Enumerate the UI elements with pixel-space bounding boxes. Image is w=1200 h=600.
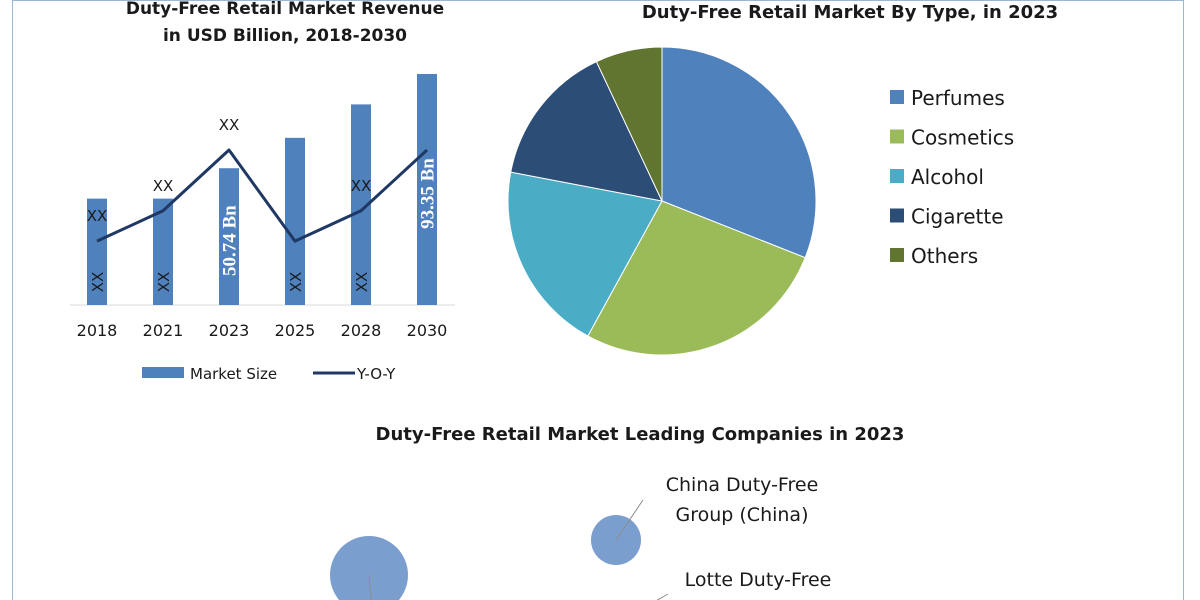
bar-chart-title-line1: Duty-Free Retail Market Revenue <box>125 0 445 19</box>
market-size-bar <box>219 168 239 305</box>
bar-value-label: 50.74 Bn <box>220 205 241 276</box>
figure-frame <box>12 0 1184 600</box>
pie-legend-label: Alcohol <box>911 165 984 189</box>
company-leader-line <box>656 593 669 600</box>
pie-slice <box>507 171 663 337</box>
legend-market-size-swatch <box>142 367 184 378</box>
company-label-line1: Lotte Duty-Free <box>685 569 832 591</box>
x-tick-label: 2018 <box>77 321 118 340</box>
bar-value-label: XX <box>89 272 107 293</box>
bar-chart-title-line2: in USD Billion, 2018-2030 <box>162 26 408 46</box>
yoy-line <box>96 148 429 243</box>
bar-value-label: XX <box>155 272 173 293</box>
pie-legend-label: Cosmetics <box>911 126 1014 150</box>
pie-slice <box>661 46 817 259</box>
pie-chart-title: Duty-Free Retail Market By Type, in 2023 <box>641 2 1059 23</box>
x-tick-label: 2021 <box>143 321 184 340</box>
pie-slice <box>587 200 806 356</box>
legend-market-size-label: Market Size <box>190 365 277 383</box>
x-tick-label: 2025 <box>275 321 316 340</box>
pie-legend-label: Others <box>911 244 978 268</box>
market-size-bar <box>87 198 107 305</box>
pie-legend-swatch <box>890 90 904 104</box>
bar-value-label: XX <box>353 272 371 293</box>
company-bubble <box>330 536 408 600</box>
company-label-line1: China Duty-Free <box>666 474 819 496</box>
pie-legend-label: Perfumes <box>911 86 1005 110</box>
bar-value-label: XX <box>287 272 305 293</box>
company-label-line2: Group (China) <box>676 504 809 526</box>
market-size-bar <box>351 104 371 305</box>
x-tick-label: 2028 <box>341 321 382 340</box>
yoy-point-label: XX <box>219 116 240 134</box>
bar-value-label: 93.35 Bn <box>418 158 439 229</box>
company-leader-line <box>368 574 372 600</box>
companies-chart-title: Duty-Free Retail Market Leading Companie… <box>375 424 905 445</box>
x-tick-label: 2023 <box>209 321 250 340</box>
x-tick-label: 2030 <box>407 321 448 340</box>
pie-legend-swatch <box>890 208 904 223</box>
pie-legend-swatch <box>890 248 904 262</box>
yoy-point-label: XX <box>351 177 372 195</box>
bar-chart-title: Duty-Free Retail Market Revenue in USD B… <box>85 0 485 50</box>
pie-slice <box>595 46 663 202</box>
pie-slice <box>510 60 663 202</box>
market-size-bar <box>153 198 173 305</box>
market-size-bar <box>417 74 437 305</box>
company-leader-line <box>615 499 644 541</box>
pie-legend-swatch <box>890 169 904 183</box>
pie-legend-label: Cigarette <box>911 205 1004 229</box>
yoy-point-label: XX <box>153 177 174 195</box>
market-size-bar <box>285 137 305 305</box>
yoy-point-label: XX <box>87 207 108 225</box>
legend-yoy-label: Y-O-Y <box>356 365 396 383</box>
pie-legend-swatch <box>890 129 904 144</box>
